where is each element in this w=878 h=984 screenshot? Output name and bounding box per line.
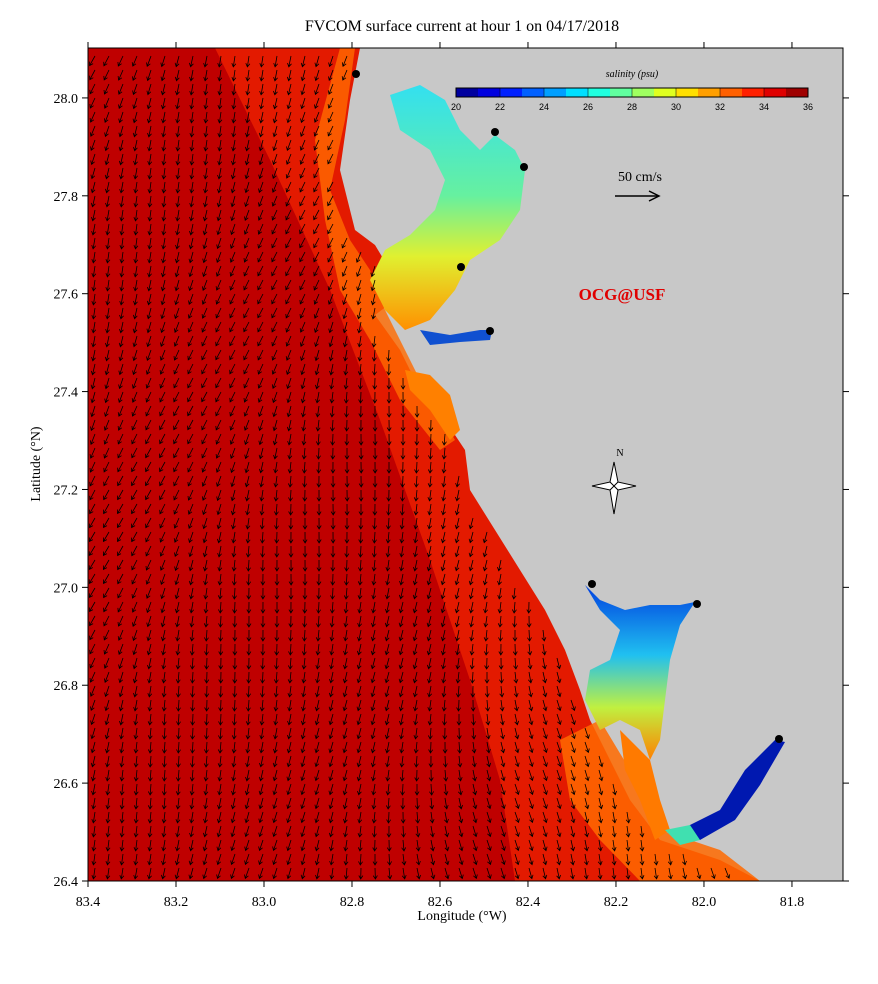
- x-tick-label: 83.4: [76, 895, 101, 910]
- colorbar-tick-label: 26: [583, 102, 593, 112]
- colorbar-segment: [632, 88, 655, 97]
- compass-label: N: [616, 448, 623, 459]
- colorbar-tick-label: 22: [495, 102, 505, 112]
- compass: N: [591, 448, 637, 515]
- y-tick-label: 27.8: [54, 190, 79, 205]
- watermark: OCG@USF: [579, 285, 666, 304]
- y-tick-label: 28.0: [54, 92, 79, 107]
- y-tick-label: 27.0: [54, 581, 79, 596]
- y-axis-label: Latitude (°N): [29, 426, 44, 502]
- sarasota-bay: [405, 370, 460, 440]
- x-tick-label: 81.8: [780, 895, 805, 910]
- x-tick-label: 83.0: [252, 895, 277, 910]
- current-arrows: [88, 55, 731, 880]
- colorbar-segment: [654, 88, 677, 97]
- charlotte-harbor: [585, 585, 695, 760]
- nearshore-band: [560, 720, 760, 881]
- plot-area: [88, 48, 843, 881]
- river-mouth: [665, 825, 700, 845]
- colorbar-segment: [742, 88, 765, 97]
- gauge: [486, 327, 494, 335]
- colorbar-segment: [786, 88, 809, 97]
- colorbar-tick-label: 30: [671, 102, 681, 112]
- colorbar-title: salinity (psu): [606, 69, 659, 80]
- axes: Longitude (°W) Latitude (°N) 83.4 83.2 83.…: [29, 42, 849, 924]
- pine-island-sound: [620, 730, 670, 840]
- river: [420, 330, 492, 345]
- colorbar-segment: [522, 88, 545, 97]
- x-axis-label: Longitude (°W): [417, 909, 507, 924]
- y-tick-label: 26.4: [54, 875, 79, 890]
- colorbar-segment: [500, 88, 523, 97]
- gauge: [352, 70, 360, 78]
- tampa-bay: [370, 85, 525, 330]
- gauge: [588, 580, 596, 588]
- colorbar: salinity (psu) 20 22 24 26 28 30 32 34 36: [451, 69, 813, 112]
- y-tick-label: 27.6: [54, 288, 79, 303]
- plot-frame: [87, 47, 844, 882]
- gauge: [520, 163, 528, 171]
- nearshore-band: [315, 48, 455, 450]
- colorbar-segment: [478, 88, 501, 97]
- y-tick-label: 27.2: [54, 483, 79, 498]
- colorbar-tick-label: 34: [759, 102, 769, 112]
- x-tick-label: 82.0: [692, 895, 717, 910]
- gauge: [775, 735, 783, 743]
- gauge: [457, 263, 465, 271]
- colorbar-segment: [544, 88, 567, 97]
- x-tick-label: 82.8: [340, 895, 365, 910]
- colorbar-tick-label: 28: [627, 102, 637, 112]
- compass-rose: [591, 461, 637, 515]
- colorbar-tick-label: 32: [715, 102, 725, 112]
- x-tick-label: 82.2: [604, 895, 629, 910]
- colorbar-segment: [764, 88, 787, 97]
- x-tick-label: 82.6: [428, 895, 453, 910]
- colorbar-segment: [610, 88, 633, 97]
- gauge: [693, 600, 701, 608]
- scale-label: 50 cm/s: [618, 170, 662, 185]
- scale-head: [648, 190, 661, 202]
- x-tick-label: 82.4: [516, 895, 541, 910]
- map-title: FVCOM surface current at hour 1 on 04/17…: [305, 18, 619, 35]
- colorbar-tick-label: 20: [451, 102, 461, 112]
- colorbar-segment: [566, 88, 589, 97]
- y-tick-label: 26.6: [54, 777, 79, 792]
- caloosahatchee-river: [680, 740, 785, 840]
- colorbar-segment: [456, 88, 479, 97]
- y-tick-label: 26.8: [54, 679, 79, 694]
- current-vectors: [88, 55, 731, 880]
- colorbar-segment: [720, 88, 743, 97]
- gauge: [491, 128, 499, 136]
- river-gauges: [352, 70, 783, 743]
- colorbar-tick-label: 24: [539, 102, 549, 112]
- offshore-water: [88, 48, 515, 881]
- colorbar-segment: [676, 88, 699, 97]
- scale-arrow: 50 cm/s: [615, 170, 662, 202]
- y-tick-label: 27.4: [54, 386, 79, 401]
- colorbar-segment: [588, 88, 611, 97]
- x-tick-label: 83.2: [164, 895, 189, 910]
- colorbar-tick-label: 36: [803, 102, 813, 112]
- colorbar-segment: [698, 88, 721, 97]
